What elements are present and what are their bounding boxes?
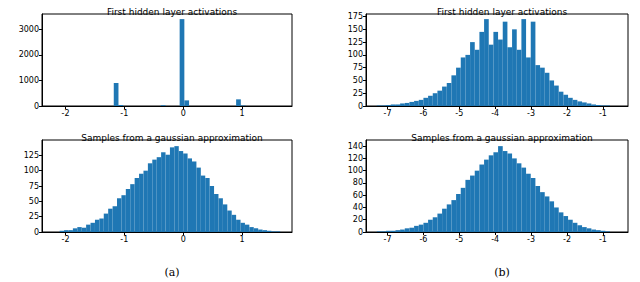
svg-text:0: 0 [181, 109, 186, 118]
svg-text:-2: -2 [563, 235, 571, 244]
svg-text:175: 175 [348, 12, 363, 21]
svg-text:40: 40 [353, 203, 363, 212]
svg-text:0: 0 [358, 102, 363, 111]
svg-text:First hidden layer activations: First hidden layer activations [437, 7, 568, 17]
svg-text:50: 50 [353, 76, 363, 85]
svg-text:-6: -6 [419, 109, 427, 118]
svg-text:-2: -2 [563, 109, 571, 118]
svg-text:-1: -1 [599, 109, 607, 118]
svg-text:1: 1 [239, 109, 244, 118]
svg-text:25: 25 [29, 212, 39, 221]
svg-text:75: 75 [353, 63, 363, 72]
svg-text:-1: -1 [120, 235, 128, 244]
svg-text:Samples from a gaussian approx: Samples from a gaussian approximation [81, 133, 262, 143]
svg-text:100: 100 [348, 166, 363, 175]
svg-text:-4: -4 [491, 235, 499, 244]
svg-text:(b): (b) [494, 266, 510, 279]
svg-text:-7: -7 [384, 235, 392, 244]
svg-text:3000: 3000 [19, 25, 39, 34]
svg-text:-6: -6 [419, 235, 427, 244]
svg-text:0: 0 [34, 102, 39, 111]
svg-text:1000: 1000 [19, 76, 39, 85]
svg-text:100: 100 [24, 166, 39, 175]
svg-text:80: 80 [353, 178, 363, 187]
svg-text:Samples from a gaussian approx: Samples from a gaussian approximation [411, 133, 592, 143]
svg-text:75: 75 [29, 182, 39, 191]
svg-text:-1: -1 [120, 109, 128, 118]
svg-text:125: 125 [348, 38, 363, 47]
svg-text:150: 150 [348, 25, 363, 34]
svg-text:0: 0 [358, 228, 363, 237]
svg-text:20: 20 [353, 215, 363, 224]
svg-text:1: 1 [239, 235, 244, 244]
svg-text:First hidden layer activations: First hidden layer activations [107, 7, 238, 17]
svg-text:-2: -2 [62, 109, 70, 118]
svg-text:100: 100 [348, 50, 363, 59]
svg-text:-3: -3 [527, 109, 535, 118]
svg-text:-1: -1 [599, 235, 607, 244]
svg-text:-5: -5 [455, 235, 463, 244]
svg-text:50: 50 [29, 197, 39, 206]
svg-text:-3: -3 [527, 235, 535, 244]
svg-text:-5: -5 [455, 109, 463, 118]
svg-text:-2: -2 [62, 235, 70, 244]
svg-text:120: 120 [348, 154, 363, 163]
svg-text:0: 0 [181, 235, 186, 244]
svg-text:0: 0 [34, 228, 39, 237]
svg-text:(a): (a) [164, 266, 179, 279]
svg-text:140: 140 [348, 142, 363, 151]
svg-text:25: 25 [353, 89, 363, 98]
svg-text:125: 125 [24, 151, 39, 160]
svg-text:2000: 2000 [19, 50, 39, 59]
svg-text:-4: -4 [491, 109, 499, 118]
svg-text:60: 60 [353, 191, 363, 200]
svg-text:-7: -7 [384, 109, 392, 118]
